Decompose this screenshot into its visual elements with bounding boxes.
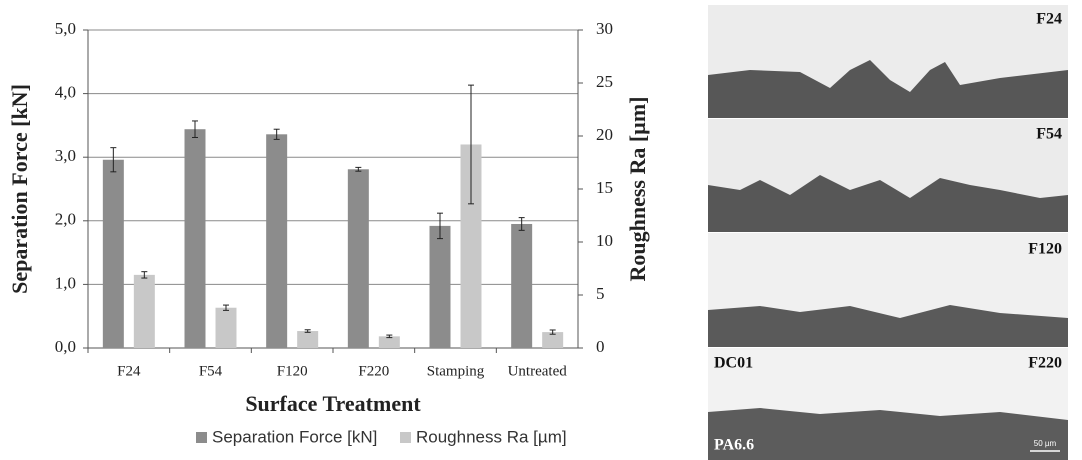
y-tick-label: 2,0	[55, 210, 76, 229]
y-tick-label: 1,0	[55, 273, 76, 292]
bar	[511, 224, 532, 348]
x-tick-label: F54	[199, 363, 223, 379]
bar	[266, 134, 287, 348]
y2-tick-label: 0	[596, 337, 605, 356]
bar	[430, 226, 451, 348]
x-tick-label: F120	[277, 363, 308, 379]
y2-tick-label: 30	[596, 19, 613, 38]
x-tick-label: Untreated	[508, 363, 568, 379]
y2-tick-label: 10	[596, 231, 613, 250]
x-tick-label: F220	[358, 363, 389, 379]
y-tick-label: 5,0	[55, 19, 76, 38]
bar	[348, 169, 369, 348]
polymer	[708, 408, 1068, 460]
bar	[297, 331, 318, 348]
x-axis-title: Surface Treatment	[245, 391, 421, 416]
legend-swatch	[400, 432, 411, 443]
legend-swatch	[196, 432, 207, 443]
panel-label: F120	[1028, 241, 1062, 258]
y2-tick-label: 15	[596, 178, 613, 197]
y2-axis-title: Roughness Ra [µm]	[625, 96, 650, 281]
legend-label: Separation Force [kN]	[212, 427, 377, 446]
x-tick-label: F24	[117, 363, 141, 379]
bar	[216, 308, 237, 348]
micrographs: F24 F54 F120 F220 DC01 PA6.6 50 µm	[708, 5, 1068, 460]
bar	[185, 129, 206, 348]
panel-label: F220	[1028, 355, 1062, 372]
material-label: DC01	[714, 355, 753, 372]
legend-label: Roughness Ra [µm]	[416, 427, 567, 446]
figure: Separation Force [kN] Roughness Ra [µm] …	[0, 0, 1082, 460]
panel-label: F54	[1036, 126, 1062, 143]
bar	[134, 275, 155, 348]
y2-tick-label: 20	[596, 125, 613, 144]
x-tick-label: Stamping	[427, 363, 485, 379]
y-axis-title: Separation Force [kN]	[7, 84, 32, 294]
panel-label: F24	[1036, 11, 1062, 28]
y-tick-label: 4,0	[55, 83, 76, 102]
bar	[103, 160, 124, 348]
y2-tick-label: 5	[596, 284, 605, 303]
scale-bar-label: 50 µm	[1034, 439, 1057, 448]
material-label: PA6.6	[714, 437, 754, 454]
y2-tick-label: 25	[596, 72, 613, 91]
y-tick-label: 0,0	[55, 337, 76, 356]
y-tick-label: 3,0	[55, 146, 76, 165]
